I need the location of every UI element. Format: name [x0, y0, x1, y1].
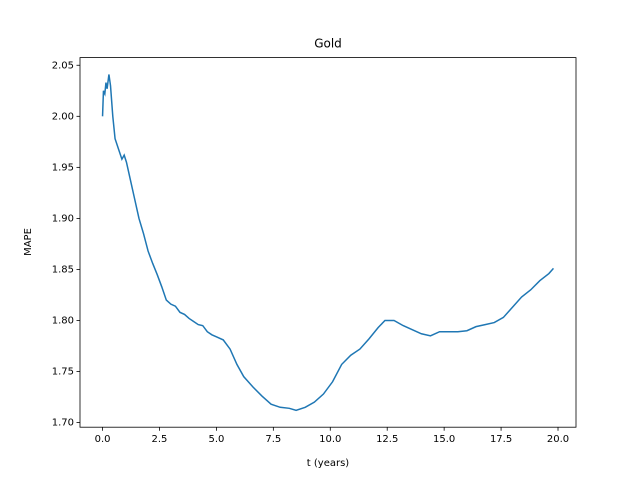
- y-tick-label: 1.80: [52, 316, 74, 327]
- x-tick-label: 17.5: [490, 434, 512, 445]
- y-tick-label: 1.90: [52, 213, 74, 224]
- x-tick-label: 20.0: [547, 434, 569, 445]
- y-tick-label: 2.05: [52, 60, 74, 71]
- x-tick-label: 2.5: [152, 434, 168, 445]
- y-tick-label: 2.00: [52, 111, 74, 122]
- chart-title: Gold: [314, 37, 342, 51]
- plot-frame: [79, 57, 577, 428]
- line: [101, 74, 555, 412]
- x-tick-label: 12.5: [376, 434, 398, 445]
- y-tick-label: 1.70: [52, 418, 74, 429]
- y-tick-label: 1.85: [52, 264, 74, 275]
- y-tick-label: 1.75: [52, 367, 74, 378]
- x-tick-label: 10.0: [319, 434, 341, 445]
- x-tick-label: 0.0: [95, 434, 111, 445]
- x-tick-label: 15.0: [433, 434, 455, 445]
- x-tick-label: 5.0: [208, 434, 224, 445]
- y-axis-label: MAPE: [23, 228, 34, 256]
- y-tick-label: 1.95: [52, 162, 74, 173]
- x-tick-label: 7.5: [265, 434, 281, 445]
- x-axis-label: t (years): [307, 458, 350, 469]
